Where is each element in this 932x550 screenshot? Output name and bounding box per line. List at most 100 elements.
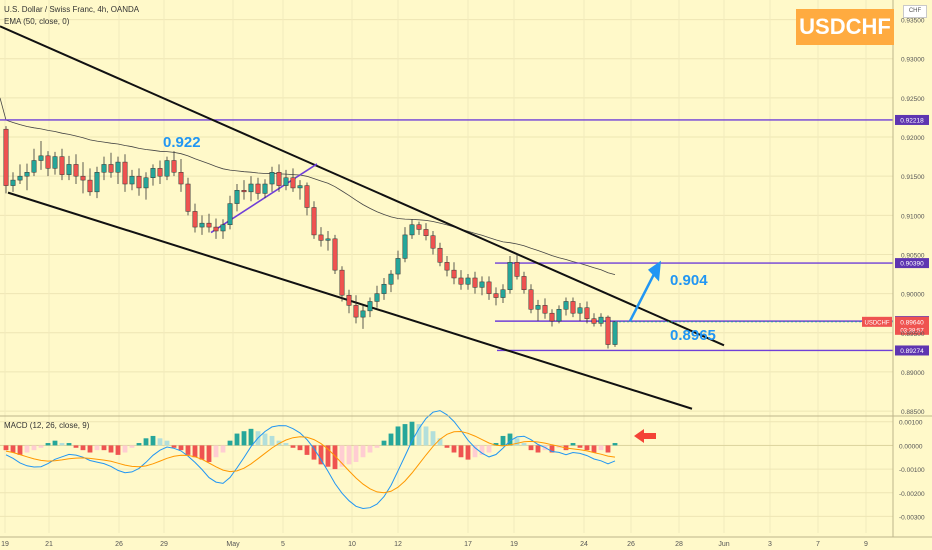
candle-body [493,293,499,298]
candle-body [430,235,436,249]
macd-histogram-bar [325,445,331,467]
macd-histogram-bar [430,431,436,446]
candle-body [591,318,597,324]
candle-body [297,185,303,189]
macd-y-tick-label: 0.00000 [899,443,923,450]
macd-indicator-label[interactable]: MACD (12, 26, close, 9) [4,421,90,430]
signal-line [5,430,616,494]
candle-body [514,262,520,277]
candle-body [577,307,583,314]
macd-histogram-bar [73,445,79,448]
candle-body [451,269,457,279]
chart-grid [0,0,893,533]
candle-body [549,312,555,322]
macd-histogram-bar [318,445,324,465]
y-tick-label: 0.93000 [901,57,925,64]
macd-histogram-bar [3,445,9,451]
y-tick-label: 0.90000 [901,292,925,299]
candle-body [304,185,310,208]
macd-histogram-bar [136,443,142,446]
macd-histogram-bar [493,443,499,446]
macd-histogram-bar [262,433,268,446]
x-tick-label: Jun [718,541,729,548]
x-tick-label: 28 [675,541,683,548]
candle-body [339,269,345,296]
candle-body [59,156,65,175]
macd-histogram-bar [353,445,359,462]
macd-histogram-bar [311,445,317,460]
macd-histogram-bar [500,435,506,446]
candle-body [213,226,219,232]
candle-body [367,301,373,312]
annotation-0904: 0.904 [670,272,708,289]
macd-histogram-bar [283,443,289,446]
macd-histogram-bar [346,445,352,465]
level-price-tag [895,345,929,356]
macd-histogram-bar [437,438,443,446]
macd-histogram-bar [486,445,492,453]
candle-body [563,301,569,310]
candle-body [598,316,604,324]
forecast-arrow-head [648,260,661,282]
y-tick-label: 0.89000 [901,370,925,377]
macd-y-tick-label: -0.00200 [899,491,925,498]
x-tick-label: 12 [394,541,402,548]
macd-histogram-bar [143,438,149,446]
macd-histogram-bar [171,445,177,448]
macd-histogram-bar [374,445,380,448]
macd-histogram-bar [115,445,121,455]
macd-y-tick-label: -0.00300 [899,514,925,521]
candle-body [458,277,464,285]
candle-body [143,177,149,189]
macd-histogram-bar [465,445,471,460]
macd-histogram-bar [38,445,44,448]
symbol-badge: USDCHF [796,9,894,45]
x-tick-label: 3 [768,541,772,548]
macd-line [5,410,616,510]
y-tick-label: 0.90500 [901,252,925,259]
candle-body [381,283,387,294]
candle-body [479,281,485,288]
x-tick-label: May [226,541,240,548]
macd-histogram-bar [269,435,275,446]
candle-body [465,277,471,285]
macd-pane [0,410,893,510]
candle-body [395,258,401,275]
candle-body [360,310,366,318]
macd-histogram-bar [150,435,156,446]
ema-line [0,97,616,275]
macd-histogram-bar [528,445,534,451]
candle-body [409,224,415,236]
x-tick-label: 10 [348,541,356,548]
candle-body [10,179,16,186]
candle-body [150,168,156,178]
macd-histogram-bar [45,443,51,446]
macd-histogram-bar [521,443,527,446]
candle-body [66,164,72,175]
macd-histogram-bar [535,445,541,453]
macd-histogram-bar [360,445,366,458]
currency-badge[interactable]: CHF [903,5,927,18]
macd-histogram-bar [206,445,212,462]
macd-histogram-bar [584,445,590,451]
candle-body [122,161,128,185]
x-tick-label: 19 [510,541,518,548]
macd-histogram-bar [17,445,23,455]
macd-histogram-bar [395,426,401,446]
macd-histogram-bar [220,445,226,453]
ema-indicator-label[interactable]: EMA (50, close, 0) [4,17,70,26]
macd-histogram-bar [304,445,310,455]
macd-histogram-bar [87,445,93,453]
candle-body [318,234,324,241]
y-tick-label: 0.91000 [901,213,925,220]
annotation-0922: 0.922 [163,134,201,151]
macd-y-tick-label: 0.00100 [899,420,923,427]
macd-histogram-bar [24,445,30,453]
macd-histogram-bar [612,443,618,446]
level-price-tag [895,114,929,125]
macd-histogram-bar [507,433,513,446]
candle-body [276,172,282,186]
macd-histogram-bar [227,440,233,446]
